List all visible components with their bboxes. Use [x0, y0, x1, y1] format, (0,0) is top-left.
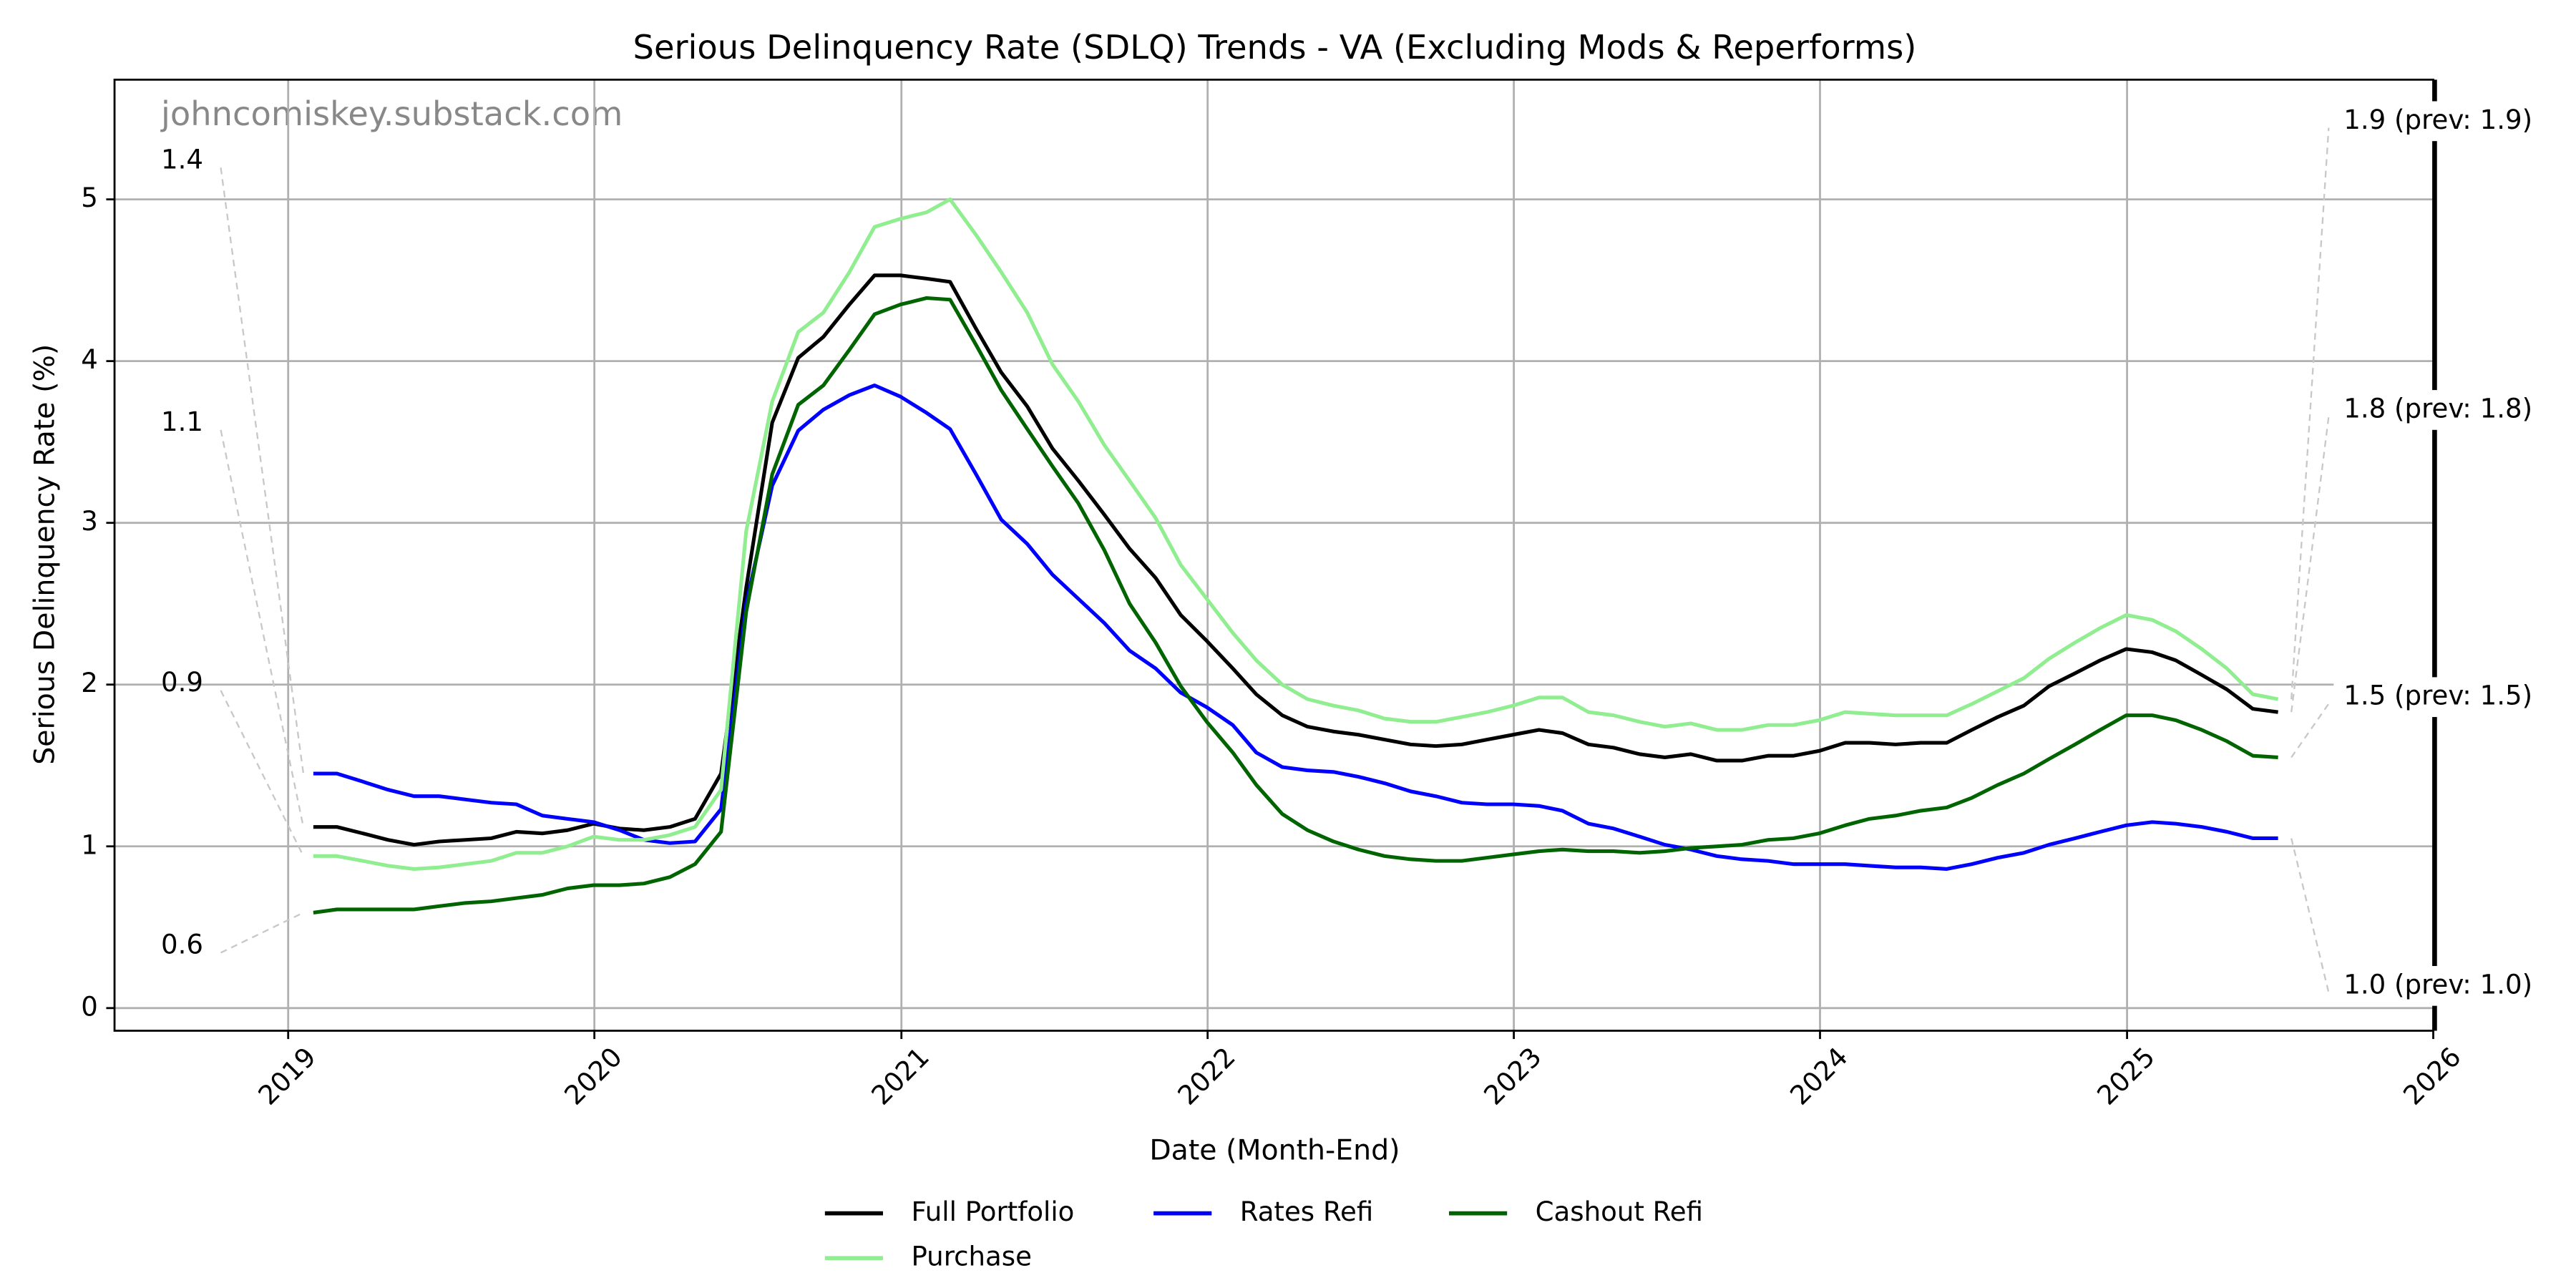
- end-label: 1.0 (prev: 1.0): [2343, 969, 2532, 1000]
- end-label-bg: [2333, 677, 2567, 718]
- series-line: [313, 197, 2279, 871]
- annotation-connector: [2290, 838, 2330, 993]
- start-label: 0.9: [161, 667, 203, 698]
- y-tick-label: 0: [81, 991, 98, 1022]
- y-tick-label: 3: [81, 506, 98, 537]
- series-line: [313, 273, 2278, 847]
- annotation-connector: [220, 912, 304, 954]
- end-label-bg: [2333, 101, 2567, 142]
- end-label-group: 1.9 (prev: 1.9): [2333, 101, 2567, 142]
- start-label: 0.6: [161, 930, 203, 960]
- watermark: johncomiskey.substack.com: [160, 94, 623, 133]
- end-label-bg: [2333, 966, 2567, 1006]
- legend-label: Rates Refi: [1240, 1196, 1374, 1227]
- annotation-connector: [2290, 127, 2330, 700]
- series-line: [313, 296, 2278, 914]
- end-label-group: 1.0 (prev: 1.0): [2333, 966, 2567, 1006]
- end-label-bg: [2333, 390, 2567, 430]
- end-label: 1.5 (prev: 1.5): [2343, 680, 2532, 711]
- x-axis-label: Date (Month-End): [1149, 1133, 1400, 1166]
- y-tick-label: 5: [81, 182, 98, 213]
- legend-label: Cashout Refi: [1536, 1196, 1703, 1227]
- annotation-connector: [220, 690, 305, 857]
- legend-label: Full Portfolio: [911, 1196, 1074, 1227]
- y-axis-label: Serious Delinquency Rate (%): [28, 344, 61, 765]
- legend-label: Purchase: [911, 1241, 1032, 1272]
- end-label: 1.8 (prev: 1.8): [2343, 393, 2532, 424]
- start-label: 1.1: [161, 406, 203, 437]
- y-tick-label: 1: [81, 829, 98, 860]
- end-label-group: 1.5 (prev: 1.5): [2333, 677, 2567, 718]
- chart-title: Serious Delinquency Rate (SDLQ) Trends -…: [633, 28, 1917, 67]
- y-tick-label: 4: [81, 344, 98, 375]
- annotation-connector: [220, 167, 305, 774]
- y-tick-label: 2: [81, 668, 98, 698]
- end-label: 1.9 (prev: 1.9): [2343, 104, 2532, 135]
- end-label-group: 1.8 (prev: 1.8): [2333, 390, 2567, 430]
- start-label: 1.4: [161, 145, 203, 175]
- annotation-connector: [220, 429, 305, 827]
- annotation-connector: [2290, 416, 2330, 713]
